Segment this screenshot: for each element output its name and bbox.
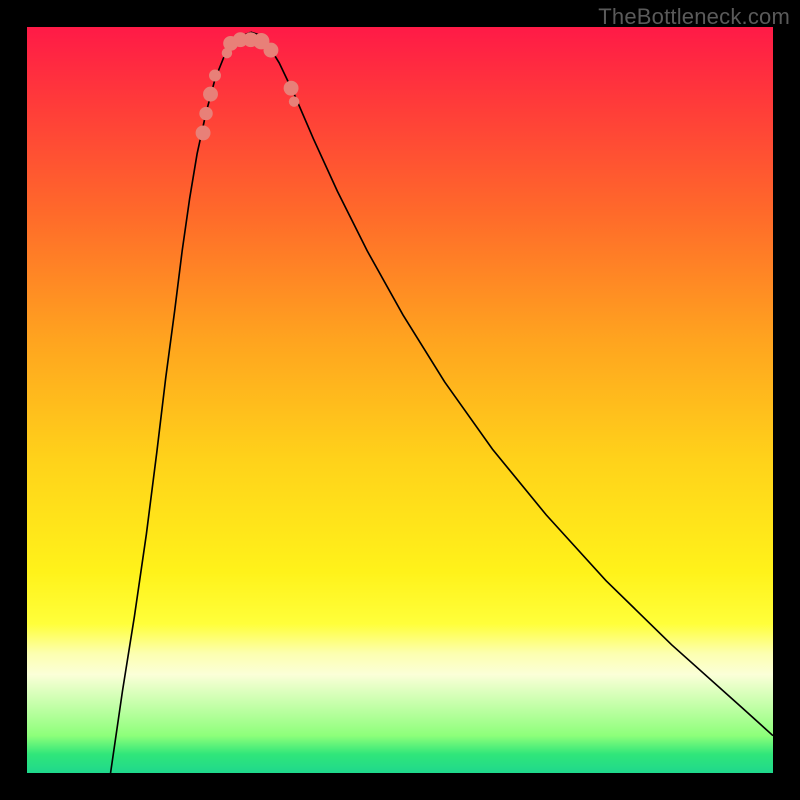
data-marker — [263, 43, 278, 58]
data-marker — [203, 87, 218, 102]
data-marker — [284, 81, 299, 96]
data-marker — [289, 96, 299, 106]
chart-plot — [27, 27, 773, 773]
data-marker — [196, 125, 211, 140]
data-marker — [209, 70, 221, 82]
data-marker — [199, 107, 212, 120]
chart-frame: TheBottleneck.com — [0, 0, 800, 800]
plot-background — [27, 27, 773, 773]
